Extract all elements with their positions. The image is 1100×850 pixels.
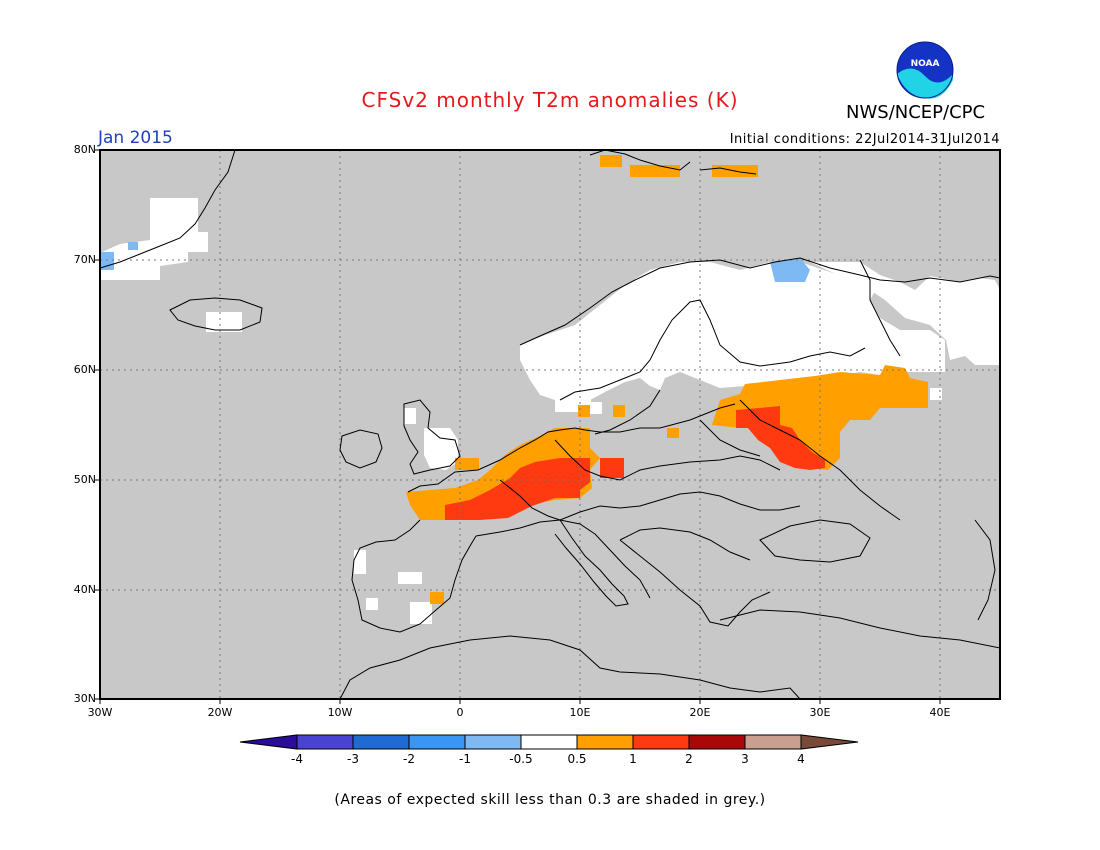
skill-note: (Areas of expected skill less than 0.3 a… bbox=[334, 792, 766, 808]
lon-label-40e: 40E bbox=[929, 706, 951, 719]
colorbar-segment bbox=[352, 734, 410, 750]
colorbar-segment-high bbox=[800, 734, 859, 750]
colorbar-segment bbox=[688, 734, 746, 750]
map-title: CFSv2 monthly T2m anomalies (K) bbox=[361, 88, 739, 112]
colorbar-segment bbox=[744, 734, 802, 750]
lat-label-50n: 50N bbox=[73, 473, 96, 486]
map-frame bbox=[99, 149, 1001, 700]
month-label: Jan 2015 bbox=[98, 128, 173, 148]
lon-label-30w: 30W bbox=[87, 706, 113, 719]
colorbar-segment-low bbox=[239, 734, 298, 750]
colorbar-label: -0.5 bbox=[509, 752, 533, 766]
lon-label-0: 0 bbox=[456, 706, 464, 719]
cold-regions bbox=[100, 242, 810, 282]
gridlines bbox=[100, 150, 1000, 699]
near-normal-regions bbox=[100, 198, 1000, 624]
colorbar-label: 2 bbox=[685, 752, 693, 766]
lon-label-10e: 10E bbox=[569, 706, 591, 719]
colorbar-label: 4 bbox=[797, 752, 805, 766]
colorbar-label: -4 bbox=[291, 752, 303, 766]
colorbar-segment bbox=[408, 734, 466, 750]
colorbar-label: 0.5 bbox=[567, 752, 587, 766]
agency-label: NWS/NCEP/CPC bbox=[846, 102, 986, 123]
colorbar-label: -1 bbox=[459, 752, 471, 766]
warm-regions-red bbox=[445, 406, 825, 520]
axis-ticks bbox=[95, 149, 941, 704]
colorbar-segment bbox=[520, 734, 578, 750]
lon-label-20e: 20E bbox=[689, 706, 711, 719]
colorbar-label: -3 bbox=[347, 752, 359, 766]
colorbar-label: 3 bbox=[741, 752, 749, 766]
lat-label-80n: 80N bbox=[73, 143, 96, 156]
lat-label-60n: 60N bbox=[73, 363, 96, 376]
colorbar-label: -2 bbox=[403, 752, 415, 766]
lat-label-30n: 30N bbox=[73, 692, 96, 705]
colorbar-label: 1 bbox=[629, 752, 637, 766]
noaa-logo: NOAA bbox=[896, 41, 954, 99]
lon-label-30e: 30E bbox=[809, 706, 831, 719]
initial-conditions-label: Initial conditions: 22Jul2014-31Jul2014 bbox=[729, 132, 1000, 147]
lat-label-40n: 40N bbox=[73, 583, 96, 596]
colorbar-segment bbox=[632, 734, 690, 750]
country-borders bbox=[499, 259, 901, 561]
map-background bbox=[100, 150, 1000, 699]
lon-label-10w: 10W bbox=[327, 706, 353, 719]
noaa-logo-text: NOAA bbox=[911, 59, 940, 69]
colorbar-segment bbox=[464, 734, 522, 750]
colorbar-segment bbox=[296, 734, 354, 750]
coastlines bbox=[100, 150, 1000, 699]
colorbar-segment bbox=[576, 734, 634, 750]
lat-label-70n: 70N bbox=[73, 253, 96, 266]
lon-label-20w: 20W bbox=[207, 706, 233, 719]
